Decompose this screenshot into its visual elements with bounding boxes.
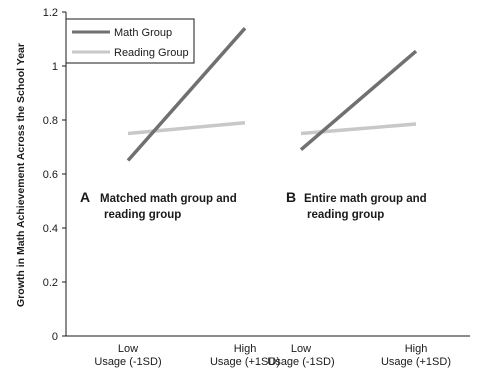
panel-a-letter: A (80, 189, 90, 205)
y-tick-labels: 0 0.2 0.4 0.6 0.8 1 1.2 (43, 7, 58, 343)
x-tick-label: High (405, 343, 428, 355)
x-tick-label: Usage (-1SD) (94, 356, 161, 368)
panel-b-letter: B (286, 189, 296, 205)
y-axis-title: Growth in Math Achievement Across the Sc… (15, 43, 27, 307)
legend-label-reading: Reading Group (114, 47, 189, 59)
y-tick-label: 1.2 (43, 7, 58, 19)
panel-b-caption-line-1: Entire math group and (304, 193, 427, 205)
series-lines (126, 27, 418, 162)
y-tick-label: 0.8 (43, 115, 58, 127)
x-tick-label: Low (118, 343, 138, 355)
y-tick-label: 1 (52, 61, 58, 73)
axes (62, 11, 470, 337)
x-tick-label: Usage (+1SD) (381, 356, 451, 368)
panel-a-caption-line-1: Matched math group and (100, 193, 237, 205)
y-tick-label: 0.4 (43, 223, 58, 235)
panel-a-math-group-line (126, 27, 247, 162)
x-tick-label: Usage (-1SD) (267, 356, 334, 368)
x-tick-label: Usage (+1SD) (210, 356, 280, 368)
legend-label-math: Math Group (114, 27, 172, 39)
x-tick-label: Low (291, 343, 311, 355)
y-tick-label: 0.6 (43, 169, 58, 181)
x-tick-label: High (234, 343, 257, 355)
panel-b-math-group-line (299, 49, 418, 152)
panel-b-reading-group-line (300, 122, 417, 136)
panel-a-caption-line-2: reading group (104, 209, 181, 221)
panel-a-reading-group-line (127, 120, 246, 136)
y-tick-label: 0 (52, 331, 58, 343)
y-tick-label: 0.2 (43, 277, 58, 289)
legend-box (65, 18, 195, 64)
panel-a-caption: A Matched math group and reading group (80, 189, 237, 221)
panel-b-caption-line-2: reading group (307, 209, 384, 221)
legend: Math Group Reading Group (65, 18, 195, 64)
panel-b-caption: B Entire math group and reading group (286, 189, 427, 221)
